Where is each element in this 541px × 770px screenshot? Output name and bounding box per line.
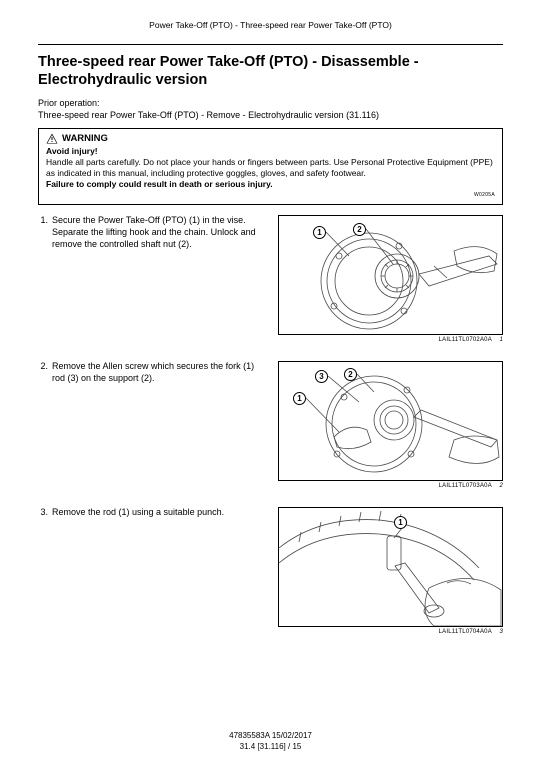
step-3: 3. Remove the rod (1) using a suitable p… [38, 507, 503, 635]
warning-line2: Handle all parts carefully. Do not place… [46, 157, 495, 179]
step-1-text: Secure the Power Take-Off (PTO) (1) in t… [52, 215, 258, 250]
step-2-text: Remove the Allen screw which secures the… [52, 361, 258, 384]
step-3-text: Remove the rod (1) using a suitable punc… [52, 507, 258, 519]
warning-triangle-icon [46, 133, 58, 144]
footer-docid: 47835583A 15/02/2017 [0, 731, 541, 741]
footer-page: 31.4 [31.116] / 15 [0, 742, 541, 752]
step-2-figure-code: LAIL11TL0703A0A [439, 483, 492, 489]
header-rule [38, 44, 503, 45]
step-3-number: 3. [38, 507, 52, 517]
step-1-figure: 1 2 [278, 215, 503, 335]
step-1-text-col: 1. Secure the Power Take-Off (PTO) (1) i… [38, 215, 266, 250]
step-1-figure-col: 1 2 LAIL11TL0702A0A 1 [266, 215, 503, 343]
warning-header: WARNING [46, 133, 495, 144]
prior-operation-text: Three-speed rear Power Take-Off (PTO) - … [38, 110, 503, 120]
step-3-illustration [279, 508, 503, 627]
step-2-illustration [279, 362, 503, 481]
warning-box: WARNING Avoid injury! Handle all parts c… [38, 128, 503, 205]
step-2-figure-index: 2 [499, 483, 503, 489]
prior-operation-label: Prior operation: [38, 98, 503, 110]
page-header-breadcrumb: Power Take-Off (PTO) - Three-speed rear … [38, 20, 503, 30]
step-2-figure-col: 1 2 3 LAIL11TL0703A0A 2 [266, 361, 503, 489]
step-3-figure: 1 [278, 507, 503, 627]
page-footer: 47835583A 15/02/2017 31.4 [31.116] / 15 [0, 731, 541, 752]
warning-line1: Avoid injury! [46, 146, 495, 157]
step-2-figure: 1 2 3 [278, 361, 503, 481]
step-2: 2. Remove the Allen screw which secures … [38, 361, 503, 489]
step-1: 1. Secure the Power Take-Off (PTO) (1) i… [38, 215, 503, 343]
step-3-figure-index: 3 [499, 629, 503, 635]
step-3-figure-caption: LAIL11TL0704A0A 3 [278, 629, 503, 635]
step-1-figure-index: 1 [499, 337, 503, 343]
step-2-figure-caption: LAIL11TL0703A0A 2 [278, 483, 503, 489]
warning-code: W0205A [46, 192, 495, 198]
step-2-text-col: 2. Remove the Allen screw which secures … [38, 361, 266, 384]
step-3-text-col: 3. Remove the rod (1) using a suitable p… [38, 507, 266, 519]
step-1-figure-code: LAIL11TL0702A0A [439, 337, 492, 343]
warning-body: Avoid injury! Handle all parts carefully… [46, 146, 495, 190]
step-2-number: 2. [38, 361, 52, 371]
step-3-figure-col: 1 LAIL11TL0704A0A 3 [266, 507, 503, 635]
warning-line3: Failure to comply could result in death … [46, 179, 495, 190]
warning-title: WARNING [62, 133, 108, 144]
page-title: Three-speed rear Power Take-Off (PTO) - … [38, 53, 503, 89]
step-1-figure-caption: LAIL11TL0702A0A 1 [278, 337, 503, 343]
step-1-number: 1. [38, 215, 52, 225]
step-3-figure-code: LAIL11TL0704A0A [439, 629, 492, 635]
